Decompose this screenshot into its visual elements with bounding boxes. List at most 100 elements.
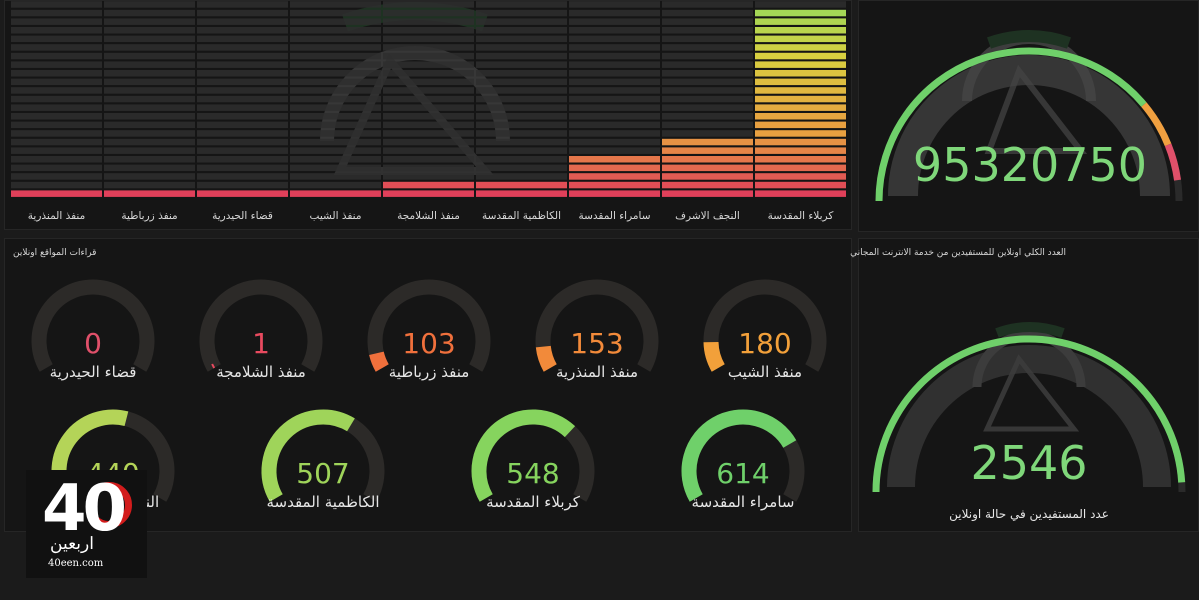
site-gauge: 548 كربلاء المقدسة xyxy=(471,409,595,511)
bar-segment xyxy=(662,121,753,129)
bar-segment xyxy=(104,44,195,51)
bar-segment xyxy=(476,52,567,60)
bar-segment xyxy=(197,9,288,17)
bar-segment xyxy=(104,61,195,68)
bar-segment xyxy=(569,18,660,25)
bar-segment xyxy=(662,87,753,94)
bar-segment xyxy=(290,9,381,17)
site-gauge-value: 507 xyxy=(296,457,349,490)
total-count-panel: 95320750 xyxy=(858,0,1199,232)
bar-segment xyxy=(383,156,474,163)
bar-category-label: قضاء الحيدرية xyxy=(212,210,273,222)
bar-segment-lit xyxy=(755,78,846,86)
bar-segment xyxy=(290,147,381,154)
bar-segment xyxy=(290,164,381,172)
bar-category-label: منفذ الشيب xyxy=(310,210,362,222)
site-gauge-fill xyxy=(681,409,797,502)
bar-segment-lit xyxy=(662,156,753,163)
bar-segment xyxy=(662,61,753,68)
site-gauge-fill xyxy=(211,363,216,369)
bar-segment xyxy=(569,70,660,77)
site-gauge-fill xyxy=(535,345,557,372)
bar-segment xyxy=(11,1,102,8)
bar-segment-lit xyxy=(476,181,567,189)
site-gauge: 1 منفذ الشلامجة xyxy=(199,279,323,381)
bar-segment xyxy=(197,18,288,25)
bar-segment xyxy=(290,104,381,111)
bar-segment xyxy=(662,104,753,111)
sites-bar-chart-panel: منفذ المنذرية منفذ زرباطية قضاء الحيدرية من… xyxy=(4,0,852,230)
bar-segment-lit xyxy=(662,181,753,189)
site-gauge-fill xyxy=(703,341,725,372)
bar-segment xyxy=(290,18,381,25)
bar-segment xyxy=(197,52,288,60)
bar-segment xyxy=(197,164,288,172)
bar-segment-lit xyxy=(755,138,846,146)
bar-segment-lit xyxy=(11,190,102,197)
site-gauge-name: سامراء المقدسة xyxy=(692,493,795,511)
bar-segment xyxy=(197,156,288,163)
bar-segment xyxy=(476,35,567,43)
bar-segment xyxy=(383,147,474,154)
bar-segment xyxy=(197,130,288,137)
bar-segment xyxy=(383,138,474,146)
bar-segment xyxy=(197,173,288,180)
bar-segment xyxy=(569,78,660,86)
bar-segment-lit xyxy=(755,87,846,94)
bar-segment xyxy=(662,70,753,77)
bar-category-label: سامراء المقدسة xyxy=(578,210,650,222)
bar-segment xyxy=(662,9,753,17)
bar-column xyxy=(383,1,474,197)
bar-segment xyxy=(383,52,474,60)
online-gauge-fill xyxy=(872,335,1186,493)
bottom-strip xyxy=(0,532,1199,600)
bar-segment xyxy=(290,44,381,51)
site-gauge-value: 153 xyxy=(570,327,623,360)
bar-segment xyxy=(104,138,195,146)
bar-column xyxy=(662,1,753,197)
bar-segment xyxy=(104,35,195,43)
bar-segment xyxy=(476,138,567,146)
bar-segment xyxy=(290,1,381,8)
bar-segment xyxy=(104,113,195,120)
bar-column xyxy=(197,1,288,197)
bar-segment xyxy=(383,44,474,51)
bar-segment xyxy=(11,147,102,154)
bar-segment xyxy=(290,181,381,189)
bar-segment xyxy=(104,95,195,103)
bar-segment-lit xyxy=(755,18,846,25)
channel-logo: 40 اربعين 40een.com xyxy=(26,470,147,578)
bar-segment xyxy=(197,35,288,43)
site-gauge-track xyxy=(703,279,827,372)
bar-segment-lit xyxy=(755,181,846,189)
bar-segment xyxy=(104,52,195,60)
bar-segment xyxy=(197,121,288,129)
bar-segment xyxy=(383,35,474,43)
bar-segment xyxy=(290,156,381,163)
bar-segment xyxy=(569,121,660,129)
total-count-value: 95320750 xyxy=(913,138,1147,192)
bar-segment-lit xyxy=(662,138,753,146)
bar-segment xyxy=(290,121,381,129)
bar-segment xyxy=(662,27,753,34)
bar-segment xyxy=(11,70,102,77)
bar-segment xyxy=(290,61,381,68)
bar-column xyxy=(104,1,195,197)
site-gauge-name: منفذ الشيب xyxy=(728,363,802,381)
online-gauge-inner-track xyxy=(887,345,1171,488)
bar-segment xyxy=(104,104,195,111)
bar-segment-lit xyxy=(569,156,660,163)
bar-segment xyxy=(476,130,567,137)
site-readings-panel: قراءات المواقع اونلاين 180 منفذ الشيب 153 م… xyxy=(4,238,852,532)
bar-segment xyxy=(11,130,102,137)
bar-segment xyxy=(290,27,381,34)
bar-segment xyxy=(662,44,753,51)
bar-segment xyxy=(104,156,195,163)
bar-segment xyxy=(569,104,660,111)
bar-segment-lit xyxy=(569,173,660,180)
bar-segment xyxy=(11,18,102,25)
site-gauge-value: 1 xyxy=(252,327,270,360)
total-gauge-threshold-red xyxy=(1164,143,1182,181)
total-gauge-fill xyxy=(875,47,1147,202)
site-gauge-name: قضاء الحيدرية xyxy=(50,363,137,381)
